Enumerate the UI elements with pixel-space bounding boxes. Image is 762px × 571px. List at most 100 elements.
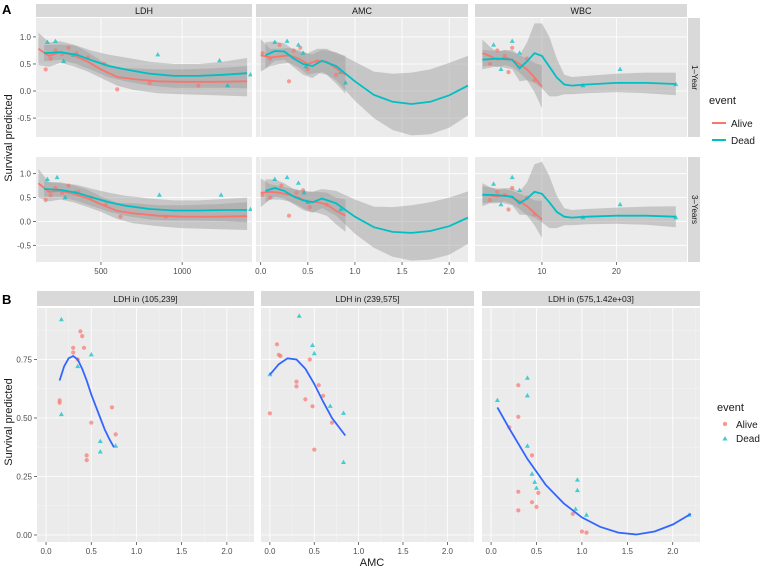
legend-b-dead-marker xyxy=(722,436,728,441)
panel-a-point-alive xyxy=(260,51,265,56)
panel-a-point-dead xyxy=(673,214,679,220)
panel-b-point-dead xyxy=(574,487,580,493)
panel-a-point-dead xyxy=(225,82,231,88)
panel-a-point-dead xyxy=(44,176,50,181)
panel-a-point-dead xyxy=(509,174,515,180)
facet-strip-amc xyxy=(256,4,468,17)
panel-a-point-dead xyxy=(498,201,504,207)
panel-b-point-alive xyxy=(579,529,585,534)
panel-a-point-dead xyxy=(301,190,307,195)
x-tick-label: 0.0 xyxy=(486,547,498,556)
panel-b-point-dead xyxy=(574,477,580,482)
panel-b-point-alive xyxy=(529,453,535,458)
confidence-band-dead xyxy=(265,179,468,261)
panel-b-point-dead xyxy=(584,512,589,517)
x-tick-label: 1.0 xyxy=(353,547,365,556)
panel-a-label: A xyxy=(2,2,12,17)
panel-a-point-alive xyxy=(66,45,71,50)
smooth-line-dead xyxy=(482,190,676,219)
panel-a-point-dead xyxy=(498,66,504,71)
panel-b-point-alive xyxy=(71,350,76,355)
panel-a-point-alive xyxy=(495,189,500,194)
legend-a: event Alive Dead xyxy=(709,95,755,147)
panel-a-point-alive xyxy=(510,45,515,50)
x-tick-label: 1.5 xyxy=(176,547,188,556)
panel-b-point-alive xyxy=(294,384,299,389)
panel-b-point-alive xyxy=(329,420,335,425)
facet-strip-label-ldh: LDH xyxy=(135,6,153,16)
y-tick-label: 0.5 xyxy=(20,60,32,69)
panel-b-point-alive xyxy=(81,345,87,350)
panel-b-point-alive xyxy=(307,357,312,362)
panel-a-point-dead xyxy=(247,72,252,77)
legend-b: event Alive Dead xyxy=(717,402,760,445)
panel-a-point-alive xyxy=(286,79,292,84)
panel-b-point-dead xyxy=(296,313,302,318)
panel-a-point-dead xyxy=(44,39,50,44)
panel-a-point-alive xyxy=(277,42,282,48)
x-tick-label: 1000 xyxy=(173,267,191,276)
panel-b-point-alive xyxy=(89,420,94,425)
y-tick-label: 1.0 xyxy=(20,33,32,42)
x-tick-label: 0.0 xyxy=(255,267,267,276)
loess-curve xyxy=(269,357,347,437)
facet-row-strip-label: 1–Year xyxy=(690,65,699,90)
panel-a-point-alive xyxy=(495,48,500,53)
panel-b-point-alive xyxy=(71,345,76,350)
x-tick-label: 1.5 xyxy=(397,547,409,556)
panel-a-point-dead xyxy=(303,63,309,69)
facet-row-strip xyxy=(688,18,700,137)
x-tick-label: 1.5 xyxy=(622,547,634,556)
panel-b-x-axis-title: AMC xyxy=(360,557,385,569)
panel-a-point-alive xyxy=(48,56,53,61)
smooth-line-dead xyxy=(265,50,468,105)
panel-b-point-alive xyxy=(536,490,541,495)
x-tick-label: 0.5 xyxy=(531,547,543,556)
panel-a-point-dead xyxy=(517,50,523,55)
panel-b-point-dead xyxy=(529,471,535,476)
x-tick-label: 1.0 xyxy=(349,267,361,276)
y-tick-label: 0.25 xyxy=(16,472,32,481)
panel-b-point-alive xyxy=(78,329,83,334)
confidence-band-alive xyxy=(38,168,248,230)
panel-a-point-alive xyxy=(66,183,71,188)
panel-b-label: B xyxy=(2,292,11,307)
panel-a: LDH -0.5 0.0 0.5 1.0 -0.5 0.0 0.5 1.0 500 1000 AMC 0… xyxy=(17,4,700,276)
panel-a-point-alive xyxy=(115,87,120,92)
facet-strip-wbc xyxy=(475,4,687,17)
x-tick-label: 10 xyxy=(537,267,546,276)
panel-b-point-dead xyxy=(524,392,530,398)
panel-a-point-dead xyxy=(295,42,301,47)
smooth-line-dead xyxy=(482,52,676,87)
panel-b-point-dead xyxy=(75,363,81,369)
panel-b-point-dead xyxy=(524,375,530,380)
facet-strip-ldh-3 xyxy=(482,291,700,306)
panel-a-point-dead xyxy=(517,187,523,192)
panel-b-point-dead xyxy=(97,449,103,454)
panel-b-point-dead xyxy=(532,479,538,484)
x-tick-label: 1.0 xyxy=(131,547,143,556)
x-tick-label: 0.5 xyxy=(302,267,314,276)
panel-a-y-axis-title: Survival predicted xyxy=(3,94,15,181)
confidence-band-alive xyxy=(482,39,542,109)
y-tick-label: 0.0 xyxy=(20,87,32,96)
facet-panel-background xyxy=(36,18,252,137)
panel-b-point-alive xyxy=(80,334,85,339)
panel-b-point-alive xyxy=(570,511,575,516)
panel-b-y-axis-title: Survival predicted xyxy=(3,378,15,465)
confidence-band-dead xyxy=(44,181,248,223)
panel-b-point-alive xyxy=(267,411,272,416)
x-tick-label: 0.0 xyxy=(40,547,52,556)
facet-plot-area xyxy=(494,375,692,536)
panel-a-point-dead xyxy=(53,38,58,43)
confidence-band-dead xyxy=(482,161,676,229)
facet-panel-background xyxy=(475,18,687,137)
panel-a-point-alive xyxy=(286,213,292,218)
facet-strip-label: LDH in (105,239] xyxy=(113,294,177,304)
y-tick-label: 0.75 xyxy=(16,355,32,364)
panel-a-point-dead xyxy=(156,192,162,197)
y-tick-label: 1.0 xyxy=(20,170,32,179)
facet-plot-area xyxy=(37,32,252,97)
x-tick-label: 2.0 xyxy=(442,547,454,556)
panel-a-point-alive xyxy=(268,195,273,200)
